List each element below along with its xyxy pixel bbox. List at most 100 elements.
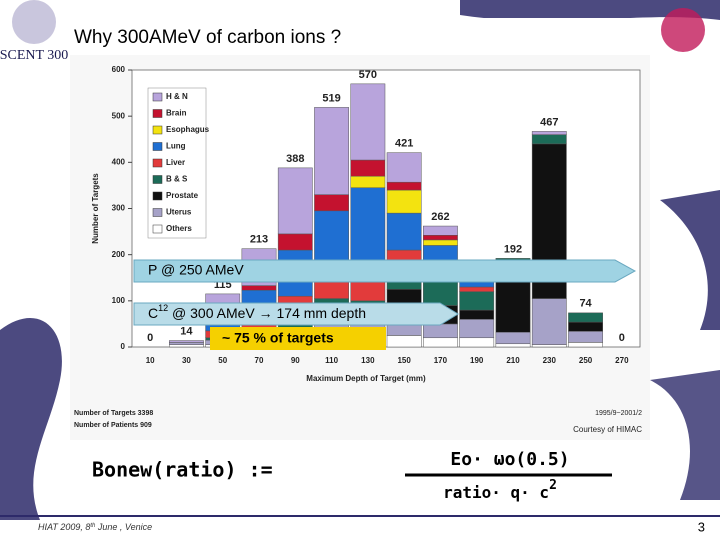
total-label: 519 <box>322 92 340 104</box>
slide-title: Why 300AMeV of carbon ions ? <box>74 27 341 48</box>
bar-segment <box>277 167 313 235</box>
bar-segment <box>459 337 495 348</box>
note: Courtesy of HIMAC <box>573 425 642 434</box>
bar-segment <box>423 225 458 236</box>
x-axis-label: Maximum Depth of Target (mm) <box>306 374 426 383</box>
denominator-exp: 2 <box>549 478 557 493</box>
bar-segment <box>423 235 458 241</box>
bar-segment <box>423 337 458 348</box>
bar-segment <box>531 131 567 135</box>
carbon-rest: @ 300 AMeV → 174 mm depth <box>168 305 366 321</box>
total-label: 421 <box>395 138 413 150</box>
bar-segment <box>459 286 495 292</box>
total-label: 14 <box>180 325 193 337</box>
bar-segment <box>423 323 458 339</box>
x-tick-label: 230 <box>543 356 557 365</box>
footer-event: HIAT 2009, 8th June , Venice <box>38 522 152 532</box>
bar-segment <box>568 331 603 343</box>
x-tick-label: 10 <box>146 356 155 365</box>
bar-segment <box>531 344 567 348</box>
legend-swatch <box>152 92 163 102</box>
logo-text: SCENT 300 <box>0 48 68 63</box>
x-tick-label: 210 <box>506 356 520 365</box>
carbon-c: C <box>148 305 158 321</box>
formula-denominator: ratio· q· c2 <box>443 478 557 502</box>
decor <box>660 190 720 330</box>
title-box <box>68 18 650 54</box>
bar-segment <box>386 335 422 348</box>
bar-segment <box>495 331 531 345</box>
bar-segment <box>386 152 422 183</box>
decor <box>460 0 720 21</box>
bar-segment <box>350 187 386 274</box>
legend-swatch <box>152 208 163 217</box>
carbon-sup: 12 <box>158 303 168 313</box>
legend-label: H & N <box>166 92 188 101</box>
page-number: 3 <box>698 519 705 534</box>
legend-label: Esophagus <box>166 125 210 134</box>
x-tick-label: 150 <box>397 356 411 365</box>
bar-segment <box>169 344 204 348</box>
footer-event-a: HIAT 2009, 8 <box>38 522 90 532</box>
total-label: 570 <box>359 69 377 81</box>
y-tick-label: 100 <box>112 296 126 305</box>
x-tick-label: 190 <box>470 356 484 365</box>
total-label: 388 <box>286 153 304 165</box>
decor <box>650 370 720 500</box>
bar-segment <box>314 194 349 212</box>
legend-swatch <box>152 125 163 135</box>
legend-swatch <box>152 175 163 184</box>
bar-segment <box>350 175 386 188</box>
bar-segment <box>531 134 567 145</box>
legend-swatch <box>152 191 163 201</box>
legend-label: B & S <box>166 175 188 184</box>
x-tick-label: 50 <box>218 356 227 365</box>
carbon-text: C12 @ 300 AMeV → 174 mm depth <box>148 303 366 320</box>
decor <box>0 318 62 520</box>
bar-segment <box>277 233 313 251</box>
bar-segment <box>386 189 422 214</box>
bar-segment <box>459 309 495 320</box>
legend-label: Liver <box>166 158 185 167</box>
x-tick-label: 110 <box>325 356 338 365</box>
bar-segment <box>386 212 422 251</box>
note: 1995/9~2001/2 <box>595 410 642 417</box>
bar-segment <box>169 342 204 345</box>
fraction-box <box>210 327 386 350</box>
bar-segment <box>169 340 204 343</box>
footer-event-b: June , Venice <box>95 522 152 532</box>
bar-segment <box>241 285 277 291</box>
total-label: 262 <box>431 211 449 223</box>
formula-lhs: Bonew(ratio) := <box>92 458 273 482</box>
note: Number of Targets 3398 <box>74 410 153 417</box>
total-label: 213 <box>250 234 268 246</box>
bar-segment <box>423 239 458 246</box>
x-tick-label: 90 <box>291 356 300 365</box>
note: Number of Patients 909 <box>74 422 152 429</box>
y-tick-label: 600 <box>112 65 126 74</box>
total-label: 0 <box>619 332 625 344</box>
bar-segment <box>314 107 349 195</box>
bar-segment <box>350 159 386 177</box>
total-label: 192 <box>504 243 522 255</box>
banners: P @ 250 AMeV C12 @ 300 AMeV → 174 mm dep… <box>133 259 637 350</box>
bar-segment <box>495 343 531 348</box>
carbon-banner <box>133 302 459 326</box>
x-tick-label: 250 <box>579 356 593 365</box>
x-tick-label: 270 <box>615 356 629 365</box>
bar-segment <box>568 342 603 348</box>
x-tick-label: 30 <box>182 356 191 365</box>
bar-segment <box>459 291 495 311</box>
legend-swatch <box>152 158 163 168</box>
y-tick-label: 500 <box>112 111 126 120</box>
total-label: 74 <box>579 298 592 310</box>
logo-mark <box>12 0 56 44</box>
total-label: 0 <box>147 332 153 344</box>
fraction-text: ~ 75 % of targets <box>222 330 334 346</box>
bar-segment <box>459 319 495 339</box>
bar-segment <box>386 181 422 191</box>
x-tick-label: 130 <box>361 356 375 365</box>
y-tick-label: 0 <box>121 342 126 351</box>
legend-label: Others <box>166 224 192 233</box>
